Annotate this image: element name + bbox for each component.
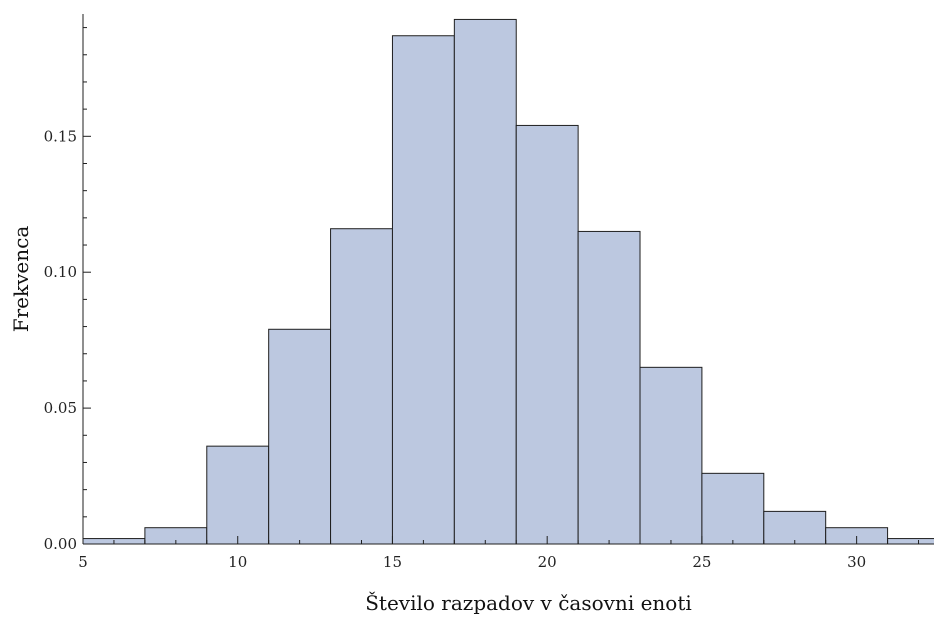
histogram-bar	[639, 366, 703, 545]
x-tick-label: 25	[692, 553, 711, 571]
bars-layer	[83, 18, 934, 545]
histogram-bar	[206, 445, 270, 545]
y-tick-label: 0.00	[44, 535, 77, 553]
y-tick-label: 0.05	[44, 399, 77, 417]
histogram-bar	[763, 510, 827, 545]
histogram-bar	[887, 538, 934, 545]
x-tick-label: 15	[383, 553, 402, 571]
histogram-bar	[701, 472, 765, 545]
x-tick-label: 20	[538, 553, 557, 571]
y-axis-title: Frekvenca	[9, 226, 33, 333]
x-axis-title: Število razpadov v časovni enoti	[365, 590, 692, 615]
x-tick-label: 30	[847, 553, 866, 571]
axes-layer	[82, 14, 934, 545]
histogram-bar	[391, 35, 455, 545]
x-tick-label: 5	[78, 553, 88, 571]
tick-labels-layer: 5 10 15 20 25 30 0.00 0.05 0.10 0.15	[44, 127, 867, 571]
x-tick-label: 10	[228, 553, 247, 571]
histogram-bar	[330, 228, 393, 545]
histogram-bar	[515, 124, 579, 545]
histogram-bar	[577, 230, 641, 545]
y-tick-label: 0.10	[44, 263, 77, 281]
ticks-layer	[82, 27, 920, 545]
histogram-bar	[268, 328, 332, 545]
histogram-bar	[453, 18, 517, 545]
y-tick-label: 0.15	[44, 127, 77, 145]
